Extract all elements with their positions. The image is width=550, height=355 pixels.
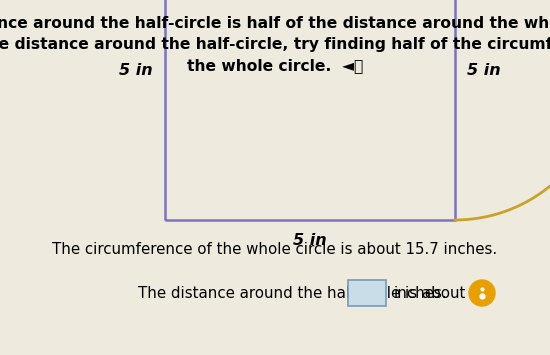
Text: 5 in: 5 in <box>293 233 327 248</box>
Text: The distance around the half-circle is about: The distance around the half-circle is a… <box>138 285 465 300</box>
Circle shape <box>469 280 495 306</box>
Text: the whole circle.  ◄⧖: the whole circle. ◄⧖ <box>187 59 363 73</box>
Text: 5 in: 5 in <box>119 62 153 77</box>
FancyBboxPatch shape <box>348 280 386 306</box>
Text: To find the distance around the half-circle, try finding half of the circumferen: To find the distance around the half-cir… <box>0 37 550 52</box>
Text: The circumference of the whole circle is about 15.7 inches.: The circumference of the whole circle is… <box>52 242 498 257</box>
Bar <box>165 0 455 220</box>
Text: The distance around the half-circle is half of the distance around the whole cir: The distance around the half-circle is h… <box>0 16 550 31</box>
Text: inches.: inches. <box>394 285 448 300</box>
Text: 5 in: 5 in <box>467 62 500 77</box>
